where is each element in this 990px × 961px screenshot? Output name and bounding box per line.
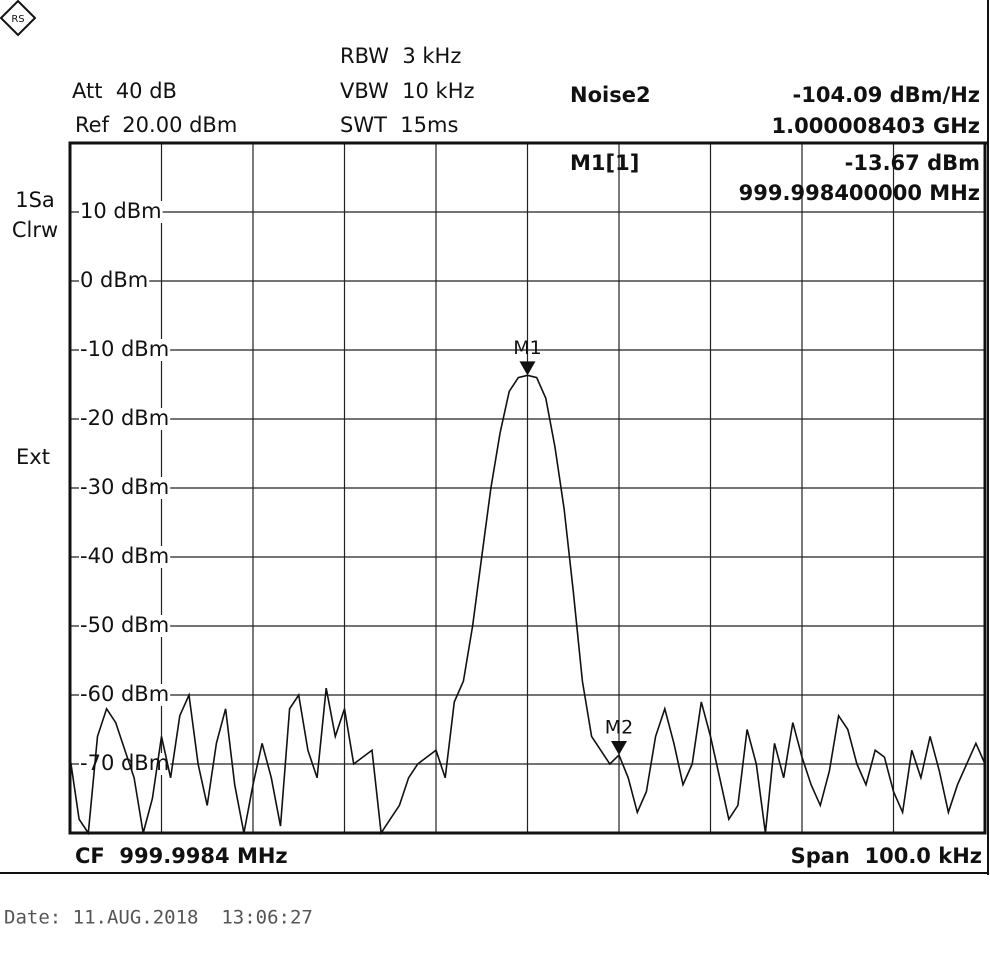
y-tick-label: -20 dBm	[80, 406, 169, 430]
y-tick-label: 10 dBm	[80, 199, 162, 223]
marker-name: M1[1]	[570, 151, 639, 175]
ref: Ref 20.00 dBm	[75, 113, 237, 137]
noise-level: -104.09 dBm/Hz	[793, 83, 980, 107]
y-tick-label: 0 dBm	[80, 268, 148, 292]
y-tick-label-bg	[79, 201, 163, 223]
marker	[519, 361, 536, 376]
y-tick-label: -40 dBm	[80, 544, 169, 568]
swt: SWT 15ms	[340, 113, 458, 137]
y-tick-label: -30 dBm	[80, 475, 169, 499]
vbw: VBW 10 kHz	[340, 79, 475, 103]
trace-mode: 1Sa	[15, 188, 55, 212]
att: Att 40 dB	[72, 79, 177, 103]
y-tick-label-bg	[79, 477, 171, 499]
y-tick-label-bg	[79, 339, 171, 361]
y-tick-label: -60 dBm	[80, 682, 169, 706]
marker-freq: 999.998400000 MHz	[739, 181, 980, 205]
y-tick-label-bg	[79, 270, 150, 292]
y-tick-label-bg	[79, 408, 171, 430]
center-freq: CF 999.9984 MHz	[75, 844, 288, 868]
ext: Ext	[16, 445, 50, 469]
trace-mode: Clrw	[12, 218, 58, 242]
date: Date: 11.AUG.2018 13:06:27	[4, 907, 313, 929]
svg-text:RS: RS	[11, 14, 24, 25]
marker-level: -13.67 dBm	[845, 151, 980, 175]
y-tick-label-bg	[79, 753, 171, 775]
noise-freq: 1.000008403 GHz	[772, 114, 980, 138]
logo: RS	[0, 0, 37, 37]
marker	[611, 741, 627, 756]
y-tick-label-bg	[79, 546, 171, 568]
y-tick-label: -10 dBm	[80, 337, 169, 361]
marker-label: M1	[513, 337, 541, 359]
marker-label: M2	[605, 717, 633, 739]
noise-name: Noise2	[570, 83, 651, 107]
rbw: RBW 3 kHz	[340, 44, 461, 68]
span: Span 100.0 kHz	[791, 844, 982, 868]
y-tick-label-bg	[79, 615, 171, 637]
y-tick-label: -50 dBm	[80, 613, 169, 637]
y-tick-label-bg	[79, 684, 171, 706]
